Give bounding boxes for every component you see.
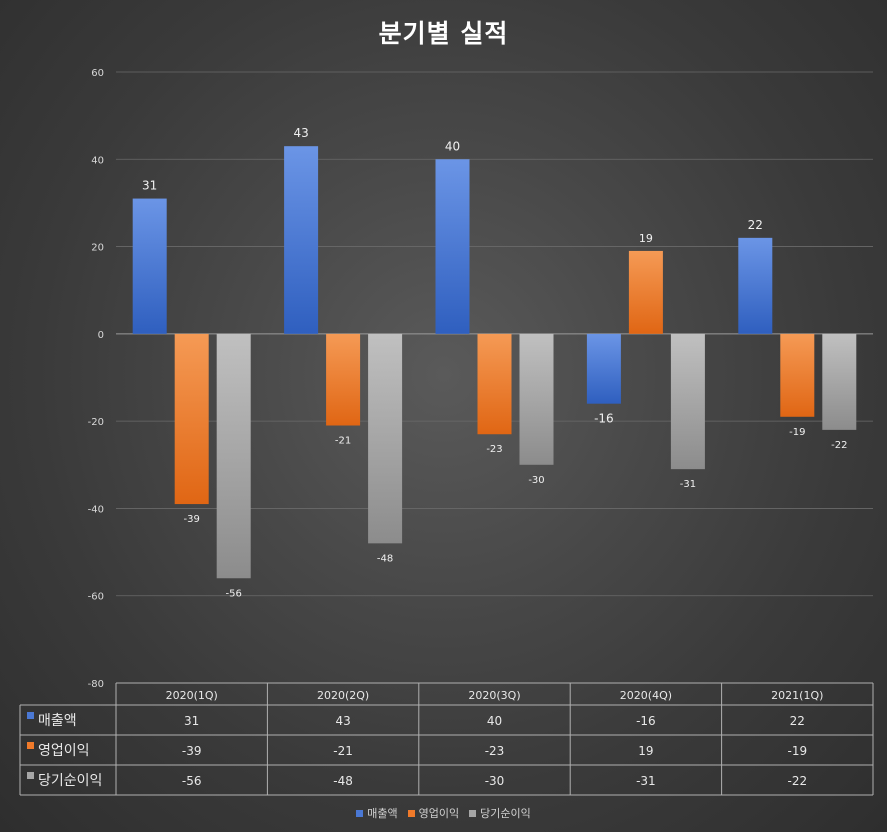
table-series-name: 당기순이익 [38,773,102,789]
legend-label: 매출액 [367,807,398,820]
table-cell: -39 [182,744,202,758]
table-swatch [27,772,34,779]
table-cell: 22 [790,714,805,728]
category-label: 2020(4Q) [620,689,672,702]
y-tick-label: -40 [88,504,104,515]
table-series-name: 영업이익 [38,743,90,759]
chart-title: 분기별 실적 [378,19,509,48]
table-cell: -56 [182,774,202,788]
bar-영업이익-2020(4Q) [628,250,663,334]
bar-당기순이익-2020(3Q) [519,333,554,465]
data-label: 40 [445,139,460,153]
bar-영업이익-2020(3Q) [477,333,512,435]
table-series-name: 매출액 [38,713,77,729]
bar-매출액-2020(2Q) [284,146,319,334]
y-tick-label: 20 [91,243,104,254]
legend-item: 매출액 [356,805,398,821]
table-swatch [27,712,34,719]
y-tick-label: 60 [91,68,104,79]
data-label: -22 [831,440,847,451]
data-label: 22 [748,218,763,232]
bar-매출액-2020(1Q) [132,198,167,334]
y-tick-label: 0 [98,330,104,341]
table-cell: -19 [787,744,807,758]
legend-label: 당기순이익 [480,807,531,820]
table-swatch [27,742,34,749]
table-cell: -16 [636,714,656,728]
table-cell: 40 [487,714,502,728]
data-label: -16 [594,412,614,426]
bar-당기순이익-2020(2Q) [368,333,403,544]
bar-영업이익-2020(1Q) [174,333,209,505]
category-label: 2020(3Q) [468,689,520,702]
bar-영업이익-2021(1Q) [780,333,815,417]
chart-legend: 매출액 영업이익 당기순이익 [0,805,887,821]
bar-당기순이익-2020(1Q) [216,333,251,579]
table-cell: 31 [184,714,199,728]
table-cell: -23 [485,744,505,758]
table-cell: 19 [638,744,653,758]
legend-item: 영업이익 [407,805,460,821]
table-cell: 43 [335,714,350,728]
y-tick-label: 40 [91,155,104,166]
category-label: 2020(2Q) [317,689,369,702]
legend-swatch [407,809,415,817]
legend-swatch [356,809,364,817]
legend-swatch [469,809,477,817]
data-label: -56 [226,588,242,599]
legend-label: 영업이익 [418,807,460,820]
y-tick-label: -20 [88,417,104,428]
data-label: -23 [486,444,502,455]
table-cell: -30 [485,774,505,788]
data-label: -30 [528,475,544,486]
category-label: 2021(1Q) [771,689,823,702]
category-label: 2020(1Q) [166,689,218,702]
data-label: 19 [639,232,653,245]
data-label: 43 [293,126,308,140]
table-cell: -21 [333,744,353,758]
data-label: -19 [789,427,805,438]
data-label: -39 [184,514,200,525]
data-label: -31 [680,479,696,490]
y-tick-label: -60 [88,592,104,603]
bar-당기순이익-2020(4Q) [670,333,705,470]
bar-영업이익-2020(2Q) [326,333,361,426]
bar-매출액-2020(4Q) [586,333,621,404]
data-label: 31 [142,179,157,193]
table-cell: -31 [636,774,656,788]
data-label: -21 [335,436,351,447]
y-tick-label: -80 [88,679,104,690]
bar-매출액-2020(3Q) [435,159,470,334]
table-cell: -48 [333,774,353,788]
data-label: -48 [377,553,393,564]
table-cell: -22 [787,774,807,788]
bar-매출액-2021(1Q) [738,237,773,334]
legend-item: 당기순이익 [469,805,531,821]
bar-당기순이익-2021(1Q) [822,333,857,430]
